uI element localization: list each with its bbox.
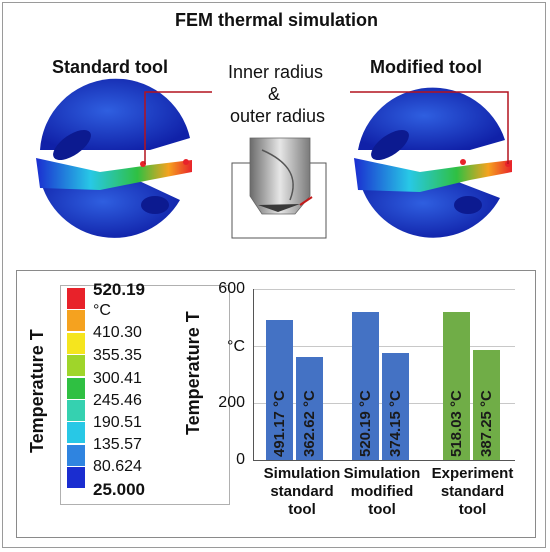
bar-value-label: 362.62 °C — [301, 390, 318, 457]
chart-ylabel: Temperature T — [183, 311, 203, 435]
x-axis-line — [253, 460, 515, 461]
legend-swatch — [67, 422, 85, 443]
legend-unit: °C — [93, 302, 111, 319]
results-panel — [16, 270, 536, 538]
bar — [473, 349, 500, 460]
legend-max: 520.19 — [93, 280, 145, 299]
bar-value-label: 387.25 °C — [478, 390, 495, 457]
y-tick-label: °C — [227, 338, 245, 355]
y-axis-line — [253, 289, 254, 460]
legend-swatch — [67, 445, 85, 466]
standard-tool-model — [36, 78, 192, 238]
bar-value-label: 374.15 °C — [387, 390, 404, 457]
inner-radius-label: Inner radius — [228, 62, 324, 82]
bar — [266, 320, 293, 460]
legend-swatch — [67, 288, 85, 309]
bar-value-label: 520.19 °C — [357, 390, 374, 457]
legend-value: 80.624 — [93, 458, 142, 475]
category-label: Simulation standard tool — [263, 465, 341, 518]
category-label: Experiment standard tool — [431, 465, 514, 518]
legend-value: 190.51 — [93, 414, 142, 431]
legend-value: 410.30 — [93, 324, 142, 341]
modified-tool-label: Modified tool — [370, 57, 482, 77]
drill-inset — [231, 137, 327, 239]
modified-tool-model — [354, 87, 512, 238]
bar — [443, 312, 470, 460]
standard-tool-label: Standard tool — [52, 57, 168, 77]
y-tick-label: 200 — [218, 394, 245, 411]
y-tick-label: 600 — [218, 280, 245, 297]
legend-swatch — [67, 310, 85, 331]
legend-value: 355.35 — [93, 347, 142, 364]
gridline — [253, 289, 515, 290]
legend-swatch — [67, 333, 85, 354]
bar-value-label: 518.03 °C — [448, 390, 465, 457]
figure-frame — [2, 2, 546, 548]
legend-title: Temperature T — [27, 329, 47, 453]
legend-swatch — [67, 355, 85, 376]
legend-swatch — [67, 400, 85, 421]
inner-radius-leader — [144, 91, 212, 164]
bar-value-label: 491.17 °C — [271, 390, 288, 457]
outer-radius-label: outer radius — [230, 106, 326, 126]
simulation-illustration — [36, 78, 512, 239]
bar — [352, 311, 379, 460]
legend-swatch — [67, 378, 85, 399]
figure-title: FEM thermal simulation — [175, 10, 379, 30]
gridline — [253, 346, 515, 347]
legend-value: 245.46 — [93, 392, 142, 409]
category-label: Simulation modified tool — [343, 465, 421, 518]
legend-min: 25.000 — [93, 480, 145, 499]
legend-box — [60, 285, 230, 505]
legend-value: 300.41 — [93, 370, 142, 387]
bar — [296, 356, 323, 460]
y-tick-label: 0 — [236, 451, 245, 468]
ampersand-label: & — [268, 84, 281, 104]
bar — [382, 353, 409, 460]
outer-radius-leader — [350, 91, 509, 164]
legend-value: 135.57 — [93, 436, 142, 453]
legend-swatch — [67, 467, 85, 488]
